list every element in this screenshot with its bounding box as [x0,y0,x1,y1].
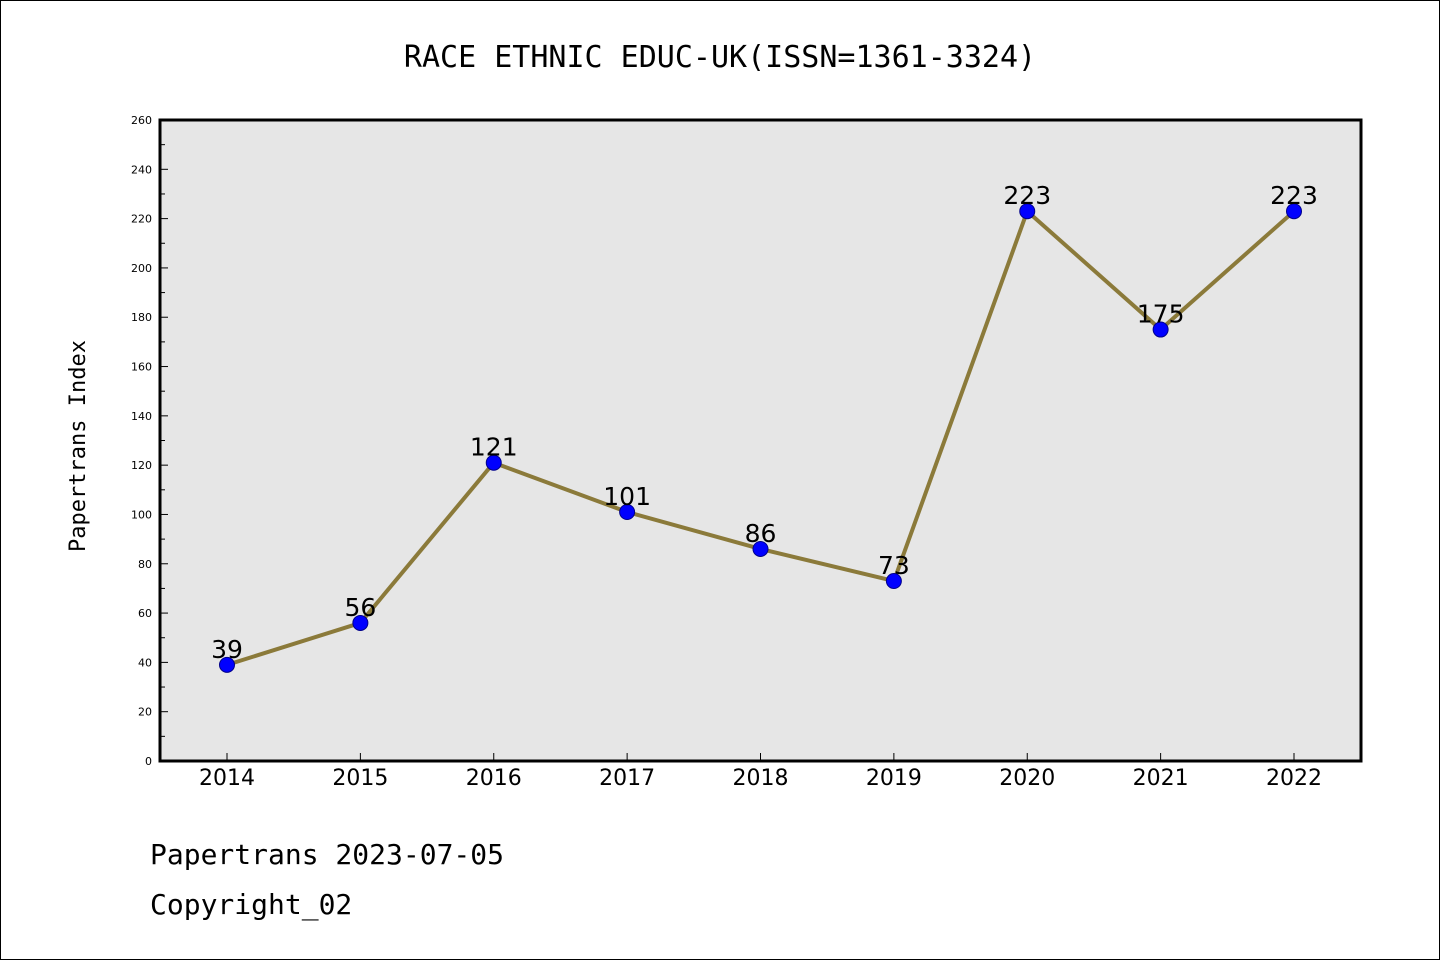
data-point [1152,321,1169,338]
data-point [1019,203,1036,220]
data-label: 73 [878,551,910,580]
y-tick-label: 60 [138,607,152,620]
y-tick-label: 80 [138,558,152,571]
x-tick-label: 2018 [733,766,789,791]
y-tick-label: 40 [138,656,152,669]
footer-date: Papertrans 2023-07-05 [150,838,504,871]
y-tick-label: 160 [131,361,152,374]
x-tick-label: 2021 [1133,766,1189,791]
y-tick-label: 20 [138,706,152,719]
x-tick-label: 2016 [466,766,522,791]
chart-title: RACE ETHNIC EDUC-UK(ISSN=1361-3324) [404,40,1036,75]
y-tick-label: 140 [131,410,152,423]
y-tick-label: 220 [131,213,152,226]
data-labels: 39 56 121 101 86 73 223 175 223 [211,181,1318,664]
data-point [885,573,902,590]
data-label: 223 [1003,181,1051,210]
data-label: 39 [211,635,243,664]
data-point [219,656,235,673]
x-tick-label: 2015 [332,766,388,791]
data-label: 121 [470,433,518,462]
x-axis: 2014 2015 2016 2017 2018 2019 2020 2021 2022 [199,753,1322,791]
y-tick-label: 200 [131,262,152,275]
data-label: 223 [1270,181,1318,210]
data-point [352,614,369,631]
x-tick-label: 2022 [1266,766,1322,791]
data-label: 175 [1137,300,1185,329]
data-label: 101 [603,482,651,511]
y-axis-label: Papertrans Index [66,340,91,552]
y-tick-label: 260 [131,114,152,127]
data-label: 56 [344,593,376,622]
footer-copyright: Copyright_02 [150,888,352,922]
plot-border [158,118,1363,763]
y-axis: 0 20 40 60 80 100 120 140 160 180 200 220 240 260 [131,114,168,768]
plot-area [160,120,1361,761]
data-point [752,540,769,557]
y-tick-label: 0 [145,755,152,768]
x-tick-label: 2020 [999,766,1055,791]
data-markers [219,203,1302,673]
y-tick-label: 100 [131,508,152,521]
x-tick-label: 2017 [599,766,655,791]
y-tick-label: 120 [131,459,152,472]
y-tick-label: 240 [131,163,152,176]
data-label: 86 [745,519,777,548]
data-point [485,454,502,471]
x-tick-label: 2019 [866,766,922,791]
data-point [1286,203,1302,220]
x-tick-label: 2014 [199,766,255,791]
data-point [619,503,636,520]
y-tick-label: 180 [131,311,152,324]
